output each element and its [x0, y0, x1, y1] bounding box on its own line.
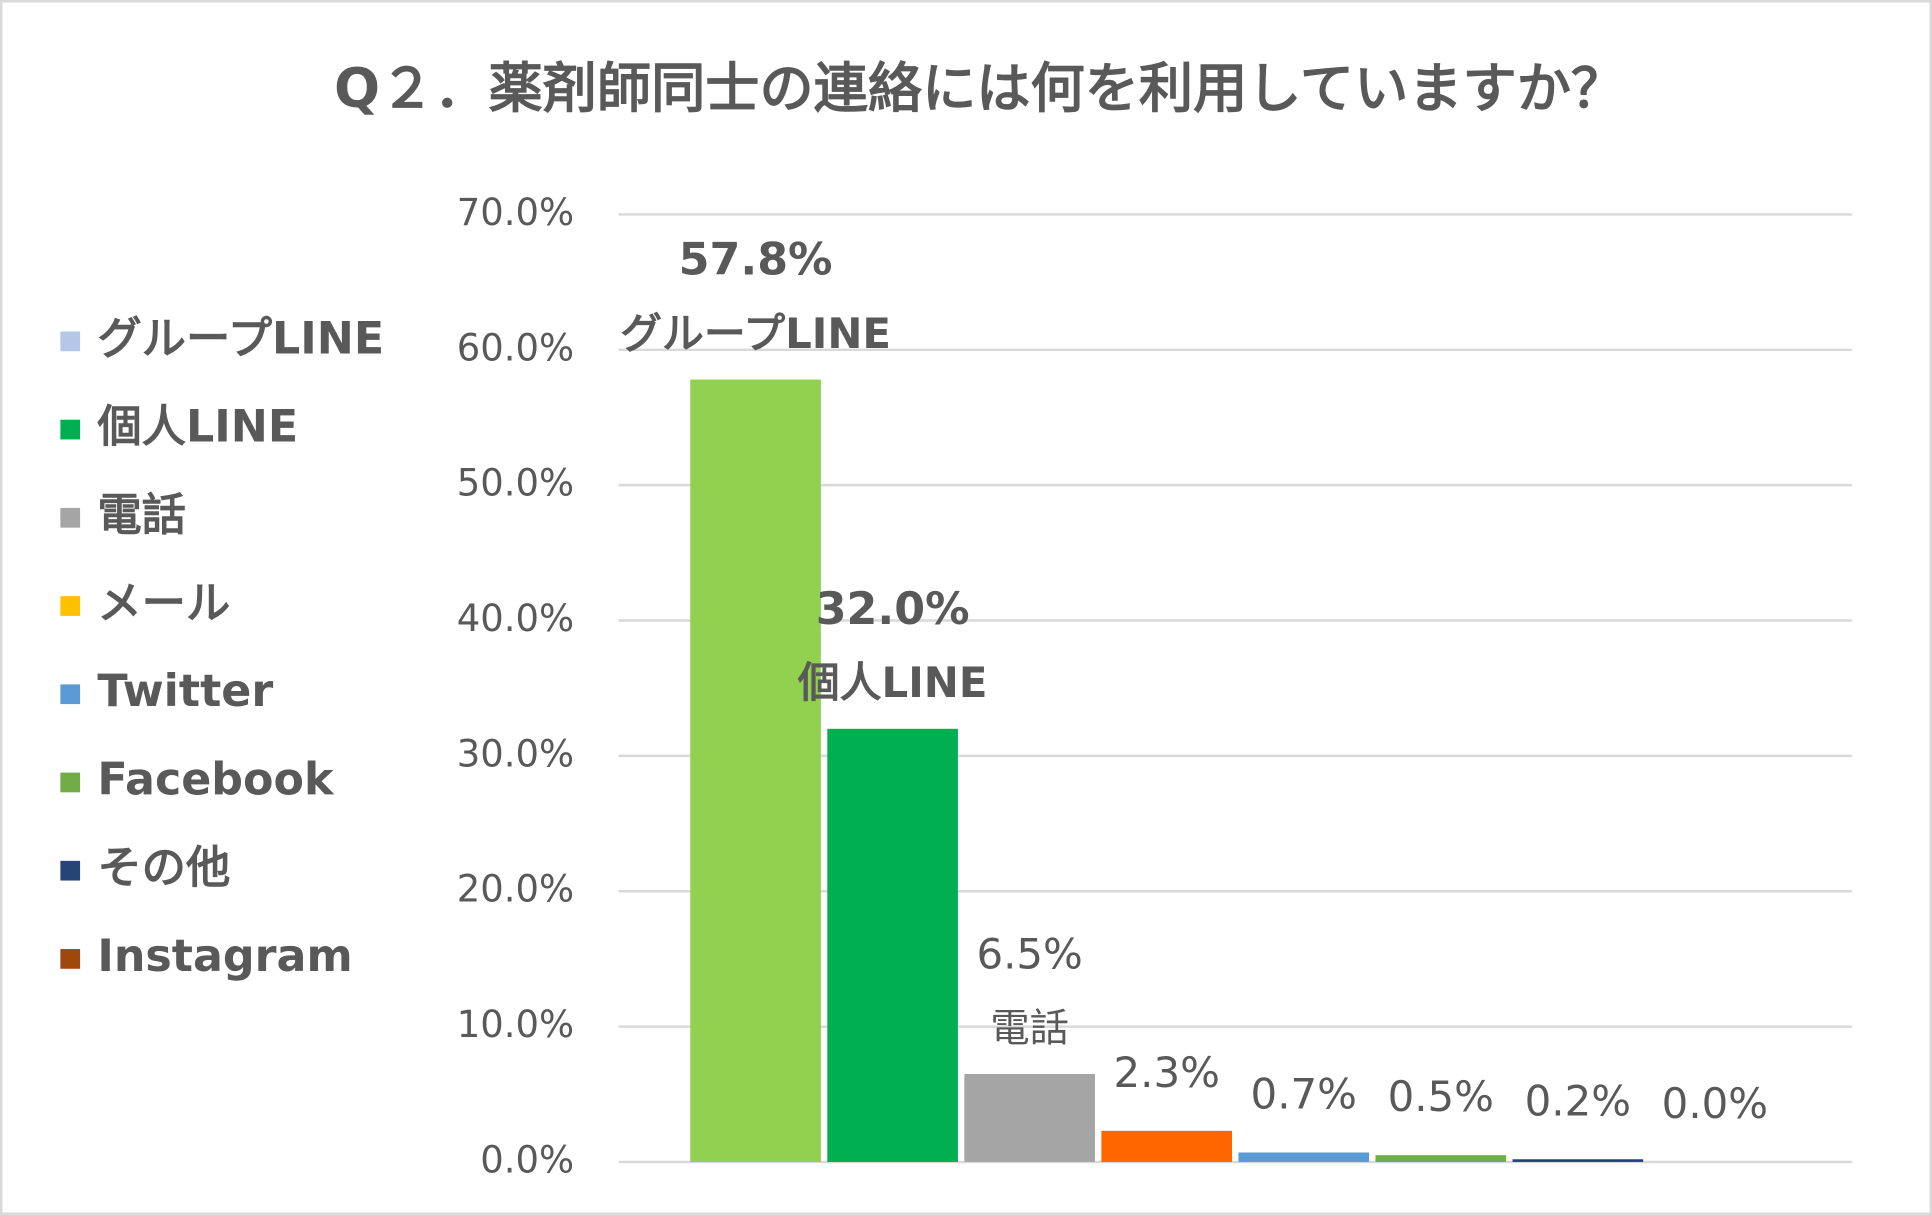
bar: [690, 379, 821, 1162]
y-tick-label: 60.0%: [457, 326, 574, 369]
bar: [1238, 1152, 1370, 1162]
legend-swatch: [60, 860, 81, 881]
legend-label: Twitter: [97, 666, 273, 717]
legend-swatch: [60, 419, 81, 440]
value-label: 6.5%: [976, 929, 1082, 978]
legend-swatch: [60, 684, 81, 705]
category-label: グループLINE: [620, 309, 891, 358]
legend-swatch: [60, 772, 81, 793]
value-label: 0.5%: [1388, 1072, 1494, 1121]
category-label: 電話: [990, 1005, 1069, 1051]
y-tick-label: 30.0%: [457, 732, 574, 775]
legend-label: Instagram: [97, 931, 352, 982]
legend-label: グループLINE: [97, 313, 384, 364]
bar: [1375, 1155, 1507, 1162]
y-tick-label: 40.0%: [457, 597, 574, 640]
y-tick-label: 10.0%: [457, 1003, 574, 1046]
chart-title: Q２．薬剤師同士の連絡には何を利用していますか？: [334, 57, 1625, 120]
y-tick-label: 50.0%: [457, 462, 574, 505]
legend-swatch: [60, 596, 81, 616]
bar: [1101, 1130, 1233, 1162]
value-label: 0.2%: [1525, 1076, 1631, 1125]
legend-label: 個人LINE: [96, 402, 298, 453]
legend-label: Facebook: [97, 754, 335, 805]
y-tick-label: 0.0%: [480, 1138, 574, 1181]
bar: [827, 728, 958, 1162]
legend-swatch: [60, 331, 81, 352]
legend-swatch: [60, 507, 81, 528]
legend-label: メール: [97, 578, 230, 629]
value-label: 0.0%: [1662, 1079, 1768, 1128]
value-label: 57.8%: [679, 235, 833, 286]
y-tick-label: 70.0%: [457, 191, 574, 234]
value-label: 2.3%: [1114, 1048, 1220, 1097]
y-tick-label: 20.0%: [457, 868, 574, 911]
value-label: 0.7%: [1251, 1070, 1357, 1119]
bar: [1512, 1159, 1644, 1162]
value-label: 32.0%: [816, 584, 970, 635]
category-label: 個人LINE: [797, 658, 988, 707]
legend-label: 電話: [97, 490, 186, 541]
legend-label: その他: [97, 843, 230, 894]
legend-swatch: [60, 949, 81, 969]
bar: [964, 1073, 1095, 1162]
